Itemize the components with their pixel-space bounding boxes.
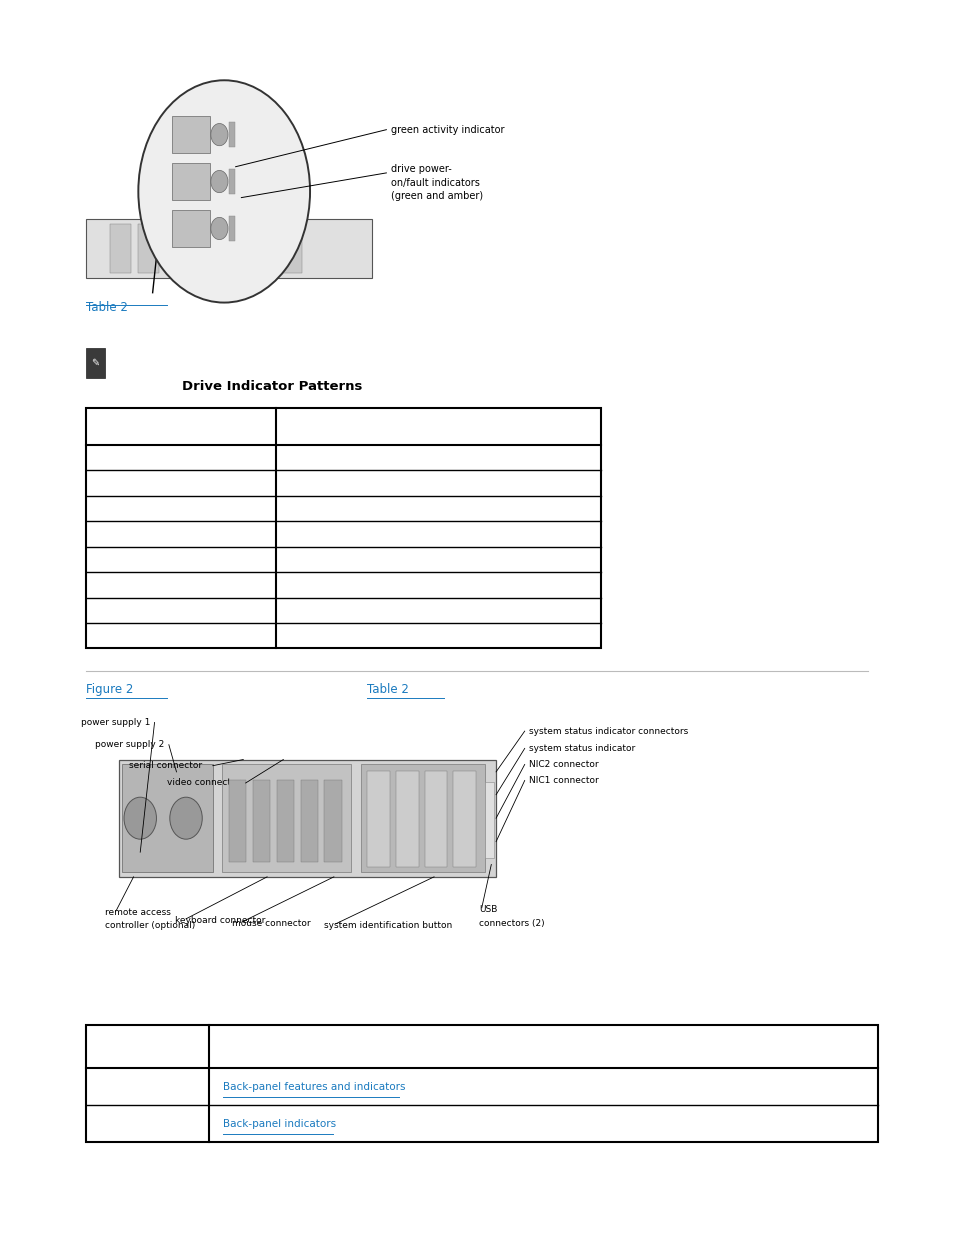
Bar: [395, 771, 418, 867]
Text: on/fault indicators: on/fault indicators: [391, 178, 479, 188]
Bar: [86, 219, 372, 278]
Text: power supply 2: power supply 2: [95, 740, 165, 750]
Text: green activity indicator: green activity indicator: [391, 125, 504, 135]
Bar: [110, 224, 131, 273]
Bar: [324, 781, 341, 862]
Bar: [167, 224, 188, 273]
Bar: [229, 216, 234, 241]
Text: Figure 2: Figure 2: [86, 683, 133, 697]
Text: NIC1 connector: NIC1 connector: [529, 776, 598, 785]
Bar: [222, 764, 351, 872]
Circle shape: [211, 217, 228, 240]
Circle shape: [124, 798, 156, 840]
Bar: [172, 210, 210, 247]
Circle shape: [211, 124, 228, 146]
Bar: [276, 781, 294, 862]
Text: (green and amber): (green and amber): [391, 191, 483, 201]
Bar: [86, 408, 600, 648]
Bar: [253, 224, 274, 273]
Text: Table 2: Table 2: [86, 301, 128, 315]
Text: video connector: video connector: [167, 778, 240, 788]
Bar: [86, 1025, 877, 1142]
Text: Table 2: Table 2: [367, 683, 409, 697]
Text: keyboard connector: keyboard connector: [174, 916, 265, 925]
Text: drive power-: drive power-: [391, 164, 452, 174]
Bar: [229, 781, 246, 862]
Bar: [119, 760, 496, 877]
Bar: [172, 163, 210, 200]
Text: NIC2 connector: NIC2 connector: [529, 760, 598, 769]
Bar: [253, 781, 270, 862]
Text: system status indicator: system status indicator: [529, 743, 635, 753]
Text: system status indicator connectors: system status indicator connectors: [529, 726, 688, 736]
Bar: [224, 224, 245, 273]
Bar: [367, 771, 390, 867]
Bar: [195, 224, 216, 273]
Text: mouse connector: mouse connector: [232, 919, 310, 927]
Text: Drive Indicator Patterns: Drive Indicator Patterns: [181, 380, 362, 393]
Bar: [122, 764, 213, 872]
Bar: [229, 169, 234, 194]
Text: USB: USB: [478, 905, 497, 914]
Circle shape: [170, 798, 202, 840]
Bar: [86, 348, 105, 378]
Text: system identification button: system identification button: [324, 921, 452, 930]
Bar: [229, 122, 234, 147]
Bar: [360, 764, 484, 872]
Text: ✎: ✎: [91, 358, 99, 368]
Text: Back-panel features and indicators: Back-panel features and indicators: [223, 1082, 405, 1092]
Bar: [424, 771, 447, 867]
Bar: [300, 781, 317, 862]
Text: remote access: remote access: [105, 908, 171, 916]
Bar: [453, 771, 476, 867]
Bar: [484, 782, 494, 858]
Bar: [281, 224, 302, 273]
Bar: [172, 116, 210, 153]
Circle shape: [211, 170, 228, 193]
Text: controller (optional): controller (optional): [105, 921, 195, 930]
Text: serial connector: serial connector: [129, 761, 202, 771]
Bar: [138, 224, 159, 273]
Circle shape: [138, 80, 310, 303]
Text: connectors (2): connectors (2): [478, 919, 544, 927]
Text: power supply 1: power supply 1: [81, 718, 151, 727]
Text: Back-panel indicators: Back-panel indicators: [223, 1119, 335, 1129]
